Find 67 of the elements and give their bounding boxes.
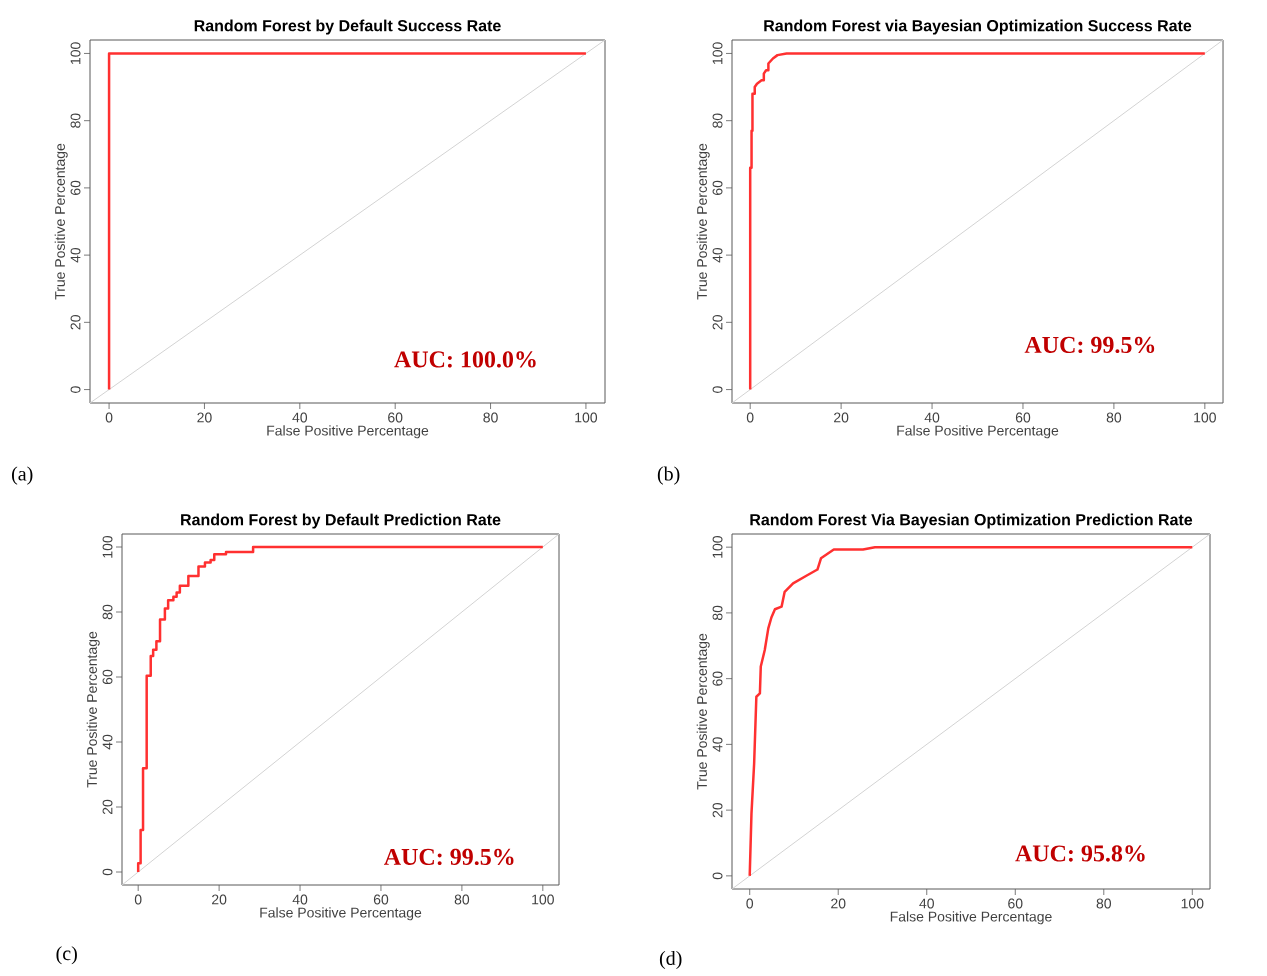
y-tick-label: 0 [712, 872, 723, 880]
x-tick-label: 60 [1008, 898, 1023, 909]
chart-title: Random Forest by Default Success Rate [194, 19, 501, 35]
x-tick-label: 20 [834, 412, 849, 423]
text: (b) [657, 466, 680, 485]
y-tick-label: 40 [102, 734, 113, 750]
y-tick-label: 60 [712, 671, 723, 686]
annotation: AUC: 99.5% [383, 848, 514, 866]
x-tick-label: 80 [1096, 898, 1112, 909]
x-tick-label: 100 [1181, 898, 1204, 909]
y-tick-label: 100 [102, 535, 113, 558]
y-tick-label: 80 [712, 113, 723, 128]
text: (c) [56, 946, 77, 965]
x-tick-label: 0 [134, 894, 142, 905]
y-tick-label: 80 [70, 113, 81, 128]
x-axis-title: False Positive Percentage [260, 907, 422, 921]
x-tick-label: 60 [1015, 412, 1031, 423]
x-axis-title: False Positive Percentage [890, 911, 1052, 925]
x-tick-label: 80 [1106, 412, 1122, 423]
y-tick-label: 60 [712, 180, 723, 195]
y-tick-label: 80 [102, 604, 113, 620]
x-tick-label: 20 [212, 894, 227, 905]
x-tick-label: 0 [746, 412, 754, 423]
y-tick-label: 0 [712, 386, 723, 393]
chart-title: Random Forest by Default Prediction Rate [181, 513, 501, 529]
y-tick-label: 40 [712, 247, 723, 263]
x-tick-label: 100 [575, 412, 598, 423]
text: (d) [659, 950, 682, 970]
x-axis-title: False Positive Percentage [267, 425, 429, 439]
chart-title: Random Forest Via Bayesian Optimization Prediction Rate [750, 513, 1193, 529]
y-tick-label: 20 [102, 799, 113, 815]
chart-title: Random Forest via Bayesian Optimization Success Rate [764, 19, 1192, 35]
x-tick-label: 100 [1194, 412, 1216, 423]
x-tick-label: 20 [197, 412, 212, 423]
x-tick-label: 20 [831, 898, 846, 909]
annotation: AUC: 99.5% [1024, 336, 1155, 354]
y-tick-label: 20 [712, 315, 723, 330]
y-tick-label: 0 [102, 868, 113, 876]
x-tick-label: 40 [919, 898, 934, 909]
x-tick-label: 40 [292, 894, 308, 905]
y-tick-label: 60 [102, 669, 113, 685]
annotation: AUC: 95.8% [1015, 845, 1145, 862]
y-axis-title: True Positive Percentage [696, 633, 710, 790]
text: (a) [11, 466, 33, 485]
y-axis-title: True Positive Percentage [54, 143, 68, 300]
x-tick-label: 60 [388, 412, 403, 423]
y-tick-label: 80 [712, 605, 723, 621]
y-tick-label: 40 [70, 247, 81, 263]
annotation: AUC: 100.0% [394, 351, 536, 368]
y-axis-title: True Positive Percentage [86, 631, 100, 788]
x-tick-label: 0 [746, 898, 754, 909]
x-tick-label: 80 [483, 412, 498, 423]
x-tick-label: 40 [924, 412, 940, 423]
y-tick-label: 100 [70, 42, 81, 65]
y-tick-label: 100 [712, 42, 723, 65]
x-tick-label: 60 [373, 894, 389, 905]
y-tick-label: 0 [70, 386, 81, 393]
y-axis-title: True Positive Percentage [696, 143, 710, 300]
x-tick-label: 80 [454, 894, 470, 905]
y-tick-label: 60 [70, 180, 81, 195]
x-tick-label: 100 [532, 894, 554, 905]
x-tick-label: 40 [292, 412, 308, 423]
y-tick-label: 100 [712, 536, 723, 558]
y-tick-label: 40 [712, 737, 723, 752]
y-tick-label: 20 [70, 315, 81, 330]
x-axis-title: False Positive Percentage [897, 425, 1059, 439]
y-tick-label: 20 [712, 802, 723, 818]
